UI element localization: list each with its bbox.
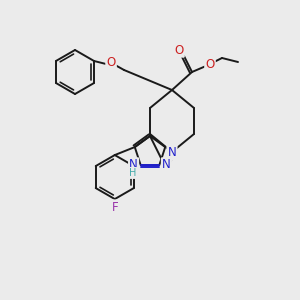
Text: O: O — [174, 44, 184, 56]
Text: O: O — [206, 58, 214, 70]
Text: N: N — [129, 158, 138, 171]
Text: F: F — [112, 201, 118, 214]
Text: O: O — [106, 56, 116, 70]
Text: N: N — [162, 158, 171, 171]
Text: N: N — [168, 146, 176, 160]
Text: H: H — [129, 168, 136, 178]
